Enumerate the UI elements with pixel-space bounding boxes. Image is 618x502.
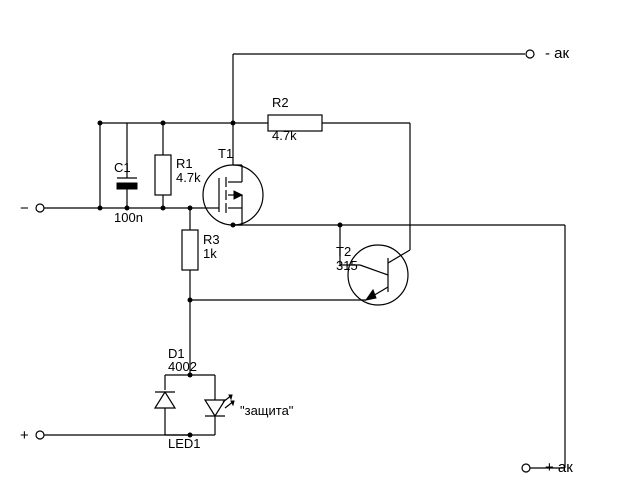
r2-val: 4.7k (272, 128, 297, 143)
resistor-r1 (155, 155, 171, 195)
led1-ref: LED1 (168, 436, 201, 451)
terminal-neg-ak (526, 50, 534, 58)
terminal-pos-ak (522, 464, 530, 472)
r1-ref: R1 (176, 156, 193, 171)
t2-ref: T2 (336, 244, 351, 259)
r3-ref: R3 (203, 232, 220, 247)
r2-ref: R2 (272, 95, 289, 110)
terminal-neg-in (36, 204, 44, 212)
diode-d1 (155, 392, 175, 408)
c1-val: 100n (114, 210, 143, 225)
d1-val: 4002 (168, 359, 197, 374)
c1-ref: C1 (114, 160, 131, 175)
r3-val: 1k (203, 246, 217, 261)
label-pos-in: + (20, 427, 29, 444)
r1-val: 4.7k (176, 170, 201, 185)
t1-ref: T1 (218, 146, 233, 161)
led1 (205, 395, 234, 416)
protection-label: "защита" (240, 403, 294, 418)
label-neg-in: − (20, 200, 29, 217)
schematic: - ак R2 4.7k T1 − C1 100n (0, 0, 618, 502)
terminal-pos-in (36, 431, 44, 439)
label-neg-ak: - ак (545, 45, 570, 62)
bjt-t2 (348, 245, 408, 305)
resistor-r3 (182, 230, 198, 270)
label-pos-ak: + ак (545, 459, 573, 476)
